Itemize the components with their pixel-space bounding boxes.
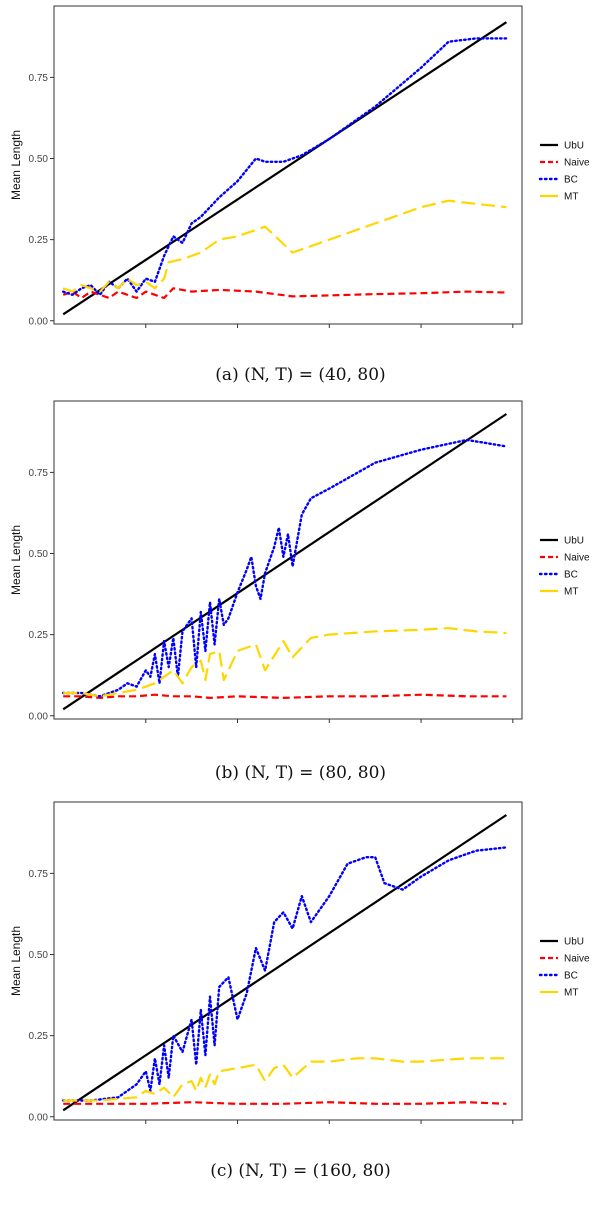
series-line-bc <box>62 846 508 1102</box>
plot-frame <box>53 801 523 1121</box>
legend-label-bc: BC <box>564 971 578 982</box>
caption-a: (a) (N, T) = (40, 80) <box>215 365 386 385</box>
chart-panel-a: 123450.000.250.500.75σ_iMean LengthUbUNa… <box>9 5 590 328</box>
caption-c: (c) (N, T) = (160, 80) <box>210 1161 391 1181</box>
legend-label-bc: BC <box>564 175 578 186</box>
y-tick-label: 0.75 <box>29 468 49 479</box>
y-tick-label: 0.25 <box>29 1031 49 1042</box>
legend-label-mt: MT <box>564 192 578 203</box>
series-line-ubu <box>62 21 508 316</box>
series-line-mt <box>63 1057 507 1102</box>
plot-frame <box>53 400 523 720</box>
y-tick-label: 0.50 <box>29 549 49 560</box>
series-line-mt <box>63 627 507 698</box>
y-tick-label: 0.50 <box>29 154 49 165</box>
legend-label-mt: MT <box>564 988 578 999</box>
legend-label-bc: BC <box>564 570 578 581</box>
y-tick-label: 0.75 <box>29 73 49 84</box>
series-line-ubu <box>62 814 508 1112</box>
y-tick-label: 0.25 <box>29 630 49 641</box>
y-tick-label: 0.25 <box>29 235 49 246</box>
series-line-bc <box>62 37 508 296</box>
series-line-naive <box>63 1101 507 1105</box>
legend-label-ubu: UbU <box>564 937 584 948</box>
series-line-bc <box>62 438 508 698</box>
legend-label-ubu: UbU <box>564 536 584 547</box>
caption-b: (b) (N, T) = (80, 80) <box>214 763 387 783</box>
y-tick-label: 0.00 <box>29 1112 49 1123</box>
legend-label-naive: Naive <box>564 158 590 169</box>
y-tick-label: 0.00 <box>29 316 49 327</box>
y-axis-label: Mean Length <box>9 130 23 200</box>
legend-label-naive: Naive <box>564 954 590 965</box>
legend-label-ubu: UbU <box>564 141 584 152</box>
y-tick-label: 0.50 <box>29 950 49 961</box>
legend-label-naive: Naive <box>564 553 590 564</box>
y-tick-label: 0.00 <box>29 711 49 722</box>
series-line-ubu <box>62 413 508 711</box>
legend-label-mt: MT <box>564 587 578 598</box>
series-line-naive <box>63 693 507 699</box>
plot-frame <box>53 5 523 325</box>
series-line-mt <box>62 199 507 293</box>
series-line-naive <box>62 287 507 300</box>
y-tick-label: 0.75 <box>29 869 49 880</box>
y-axis-label: Mean Length <box>9 926 23 996</box>
chart-panel-c: 123450.000.250.500.75σ_iMean LengthUbUNa… <box>9 801 590 1124</box>
chart-panel-b: 123450.000.250.500.75σ_iMean LengthUbUNa… <box>9 400 590 723</box>
y-axis-label: Mean Length <box>9 525 23 595</box>
